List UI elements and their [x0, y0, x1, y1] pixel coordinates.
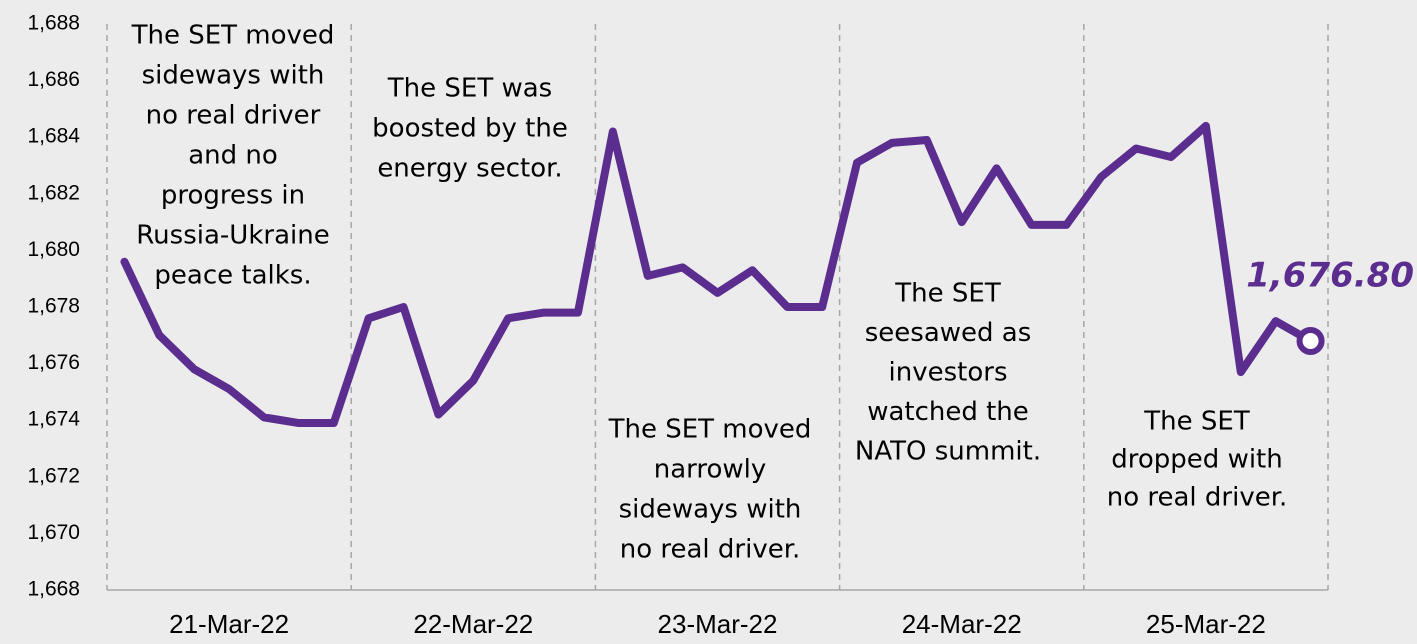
- annotation: watched the: [867, 397, 1029, 427]
- y-tick-label: 1,672: [27, 464, 80, 487]
- annotation: sideways with: [142, 61, 325, 91]
- y-tick-label: 1,682: [27, 181, 80, 204]
- x-tick-label: 25-Mar-22: [1146, 609, 1266, 639]
- y-tick-label: 1,686: [27, 68, 80, 91]
- annotation: sideways with: [619, 495, 802, 525]
- y-tick-label: 1,668: [27, 578, 80, 601]
- annotation: investors: [889, 358, 1008, 388]
- x-tick-label: 21-Mar-22: [169, 609, 289, 639]
- annotation: The SET: [894, 279, 1001, 309]
- annotation: and no: [188, 141, 278, 171]
- annotation: The SET moved: [608, 415, 812, 445]
- annotation: boosted by the: [372, 114, 568, 144]
- annotation: dropped with: [1111, 445, 1282, 475]
- annotation: no real driver: [146, 101, 321, 131]
- y-tick-label: 1,676: [27, 351, 80, 374]
- annotation: The SET was: [387, 74, 552, 104]
- x-tick-label: 23-Mar-22: [658, 609, 778, 639]
- y-tick-label: 1,670: [27, 521, 80, 544]
- annotation: The SET moved: [131, 21, 335, 51]
- annotation: progress in: [161, 181, 305, 211]
- annotation: narrowly: [654, 455, 767, 485]
- x-tick-label: 22-Mar-22: [413, 609, 533, 639]
- annotation: no real driver.: [620, 535, 801, 565]
- y-tick-label: 1,688: [27, 12, 80, 35]
- annotation: no real driver.: [1107, 483, 1288, 513]
- x-tick-label: 24-Mar-22: [902, 609, 1022, 639]
- annotation: NATO summit.: [855, 437, 1041, 467]
- data-label: 1,676.80: [1246, 255, 1414, 295]
- annotation: energy sector.: [377, 154, 562, 184]
- y-tick-label: 1,680: [27, 238, 80, 261]
- y-tick-label: 1,678: [27, 295, 80, 318]
- annotation: The SET: [1143, 407, 1250, 437]
- line-series: [120, 121, 1315, 428]
- annotation: Russia-Ukraine: [136, 221, 329, 251]
- annotation: peace talks.: [154, 261, 311, 291]
- end-marker: [1296, 326, 1325, 355]
- y-tick-label: 1,684: [27, 125, 80, 148]
- annotation: seesawed as: [865, 318, 1032, 348]
- y-tick-label: 1,674: [27, 408, 80, 431]
